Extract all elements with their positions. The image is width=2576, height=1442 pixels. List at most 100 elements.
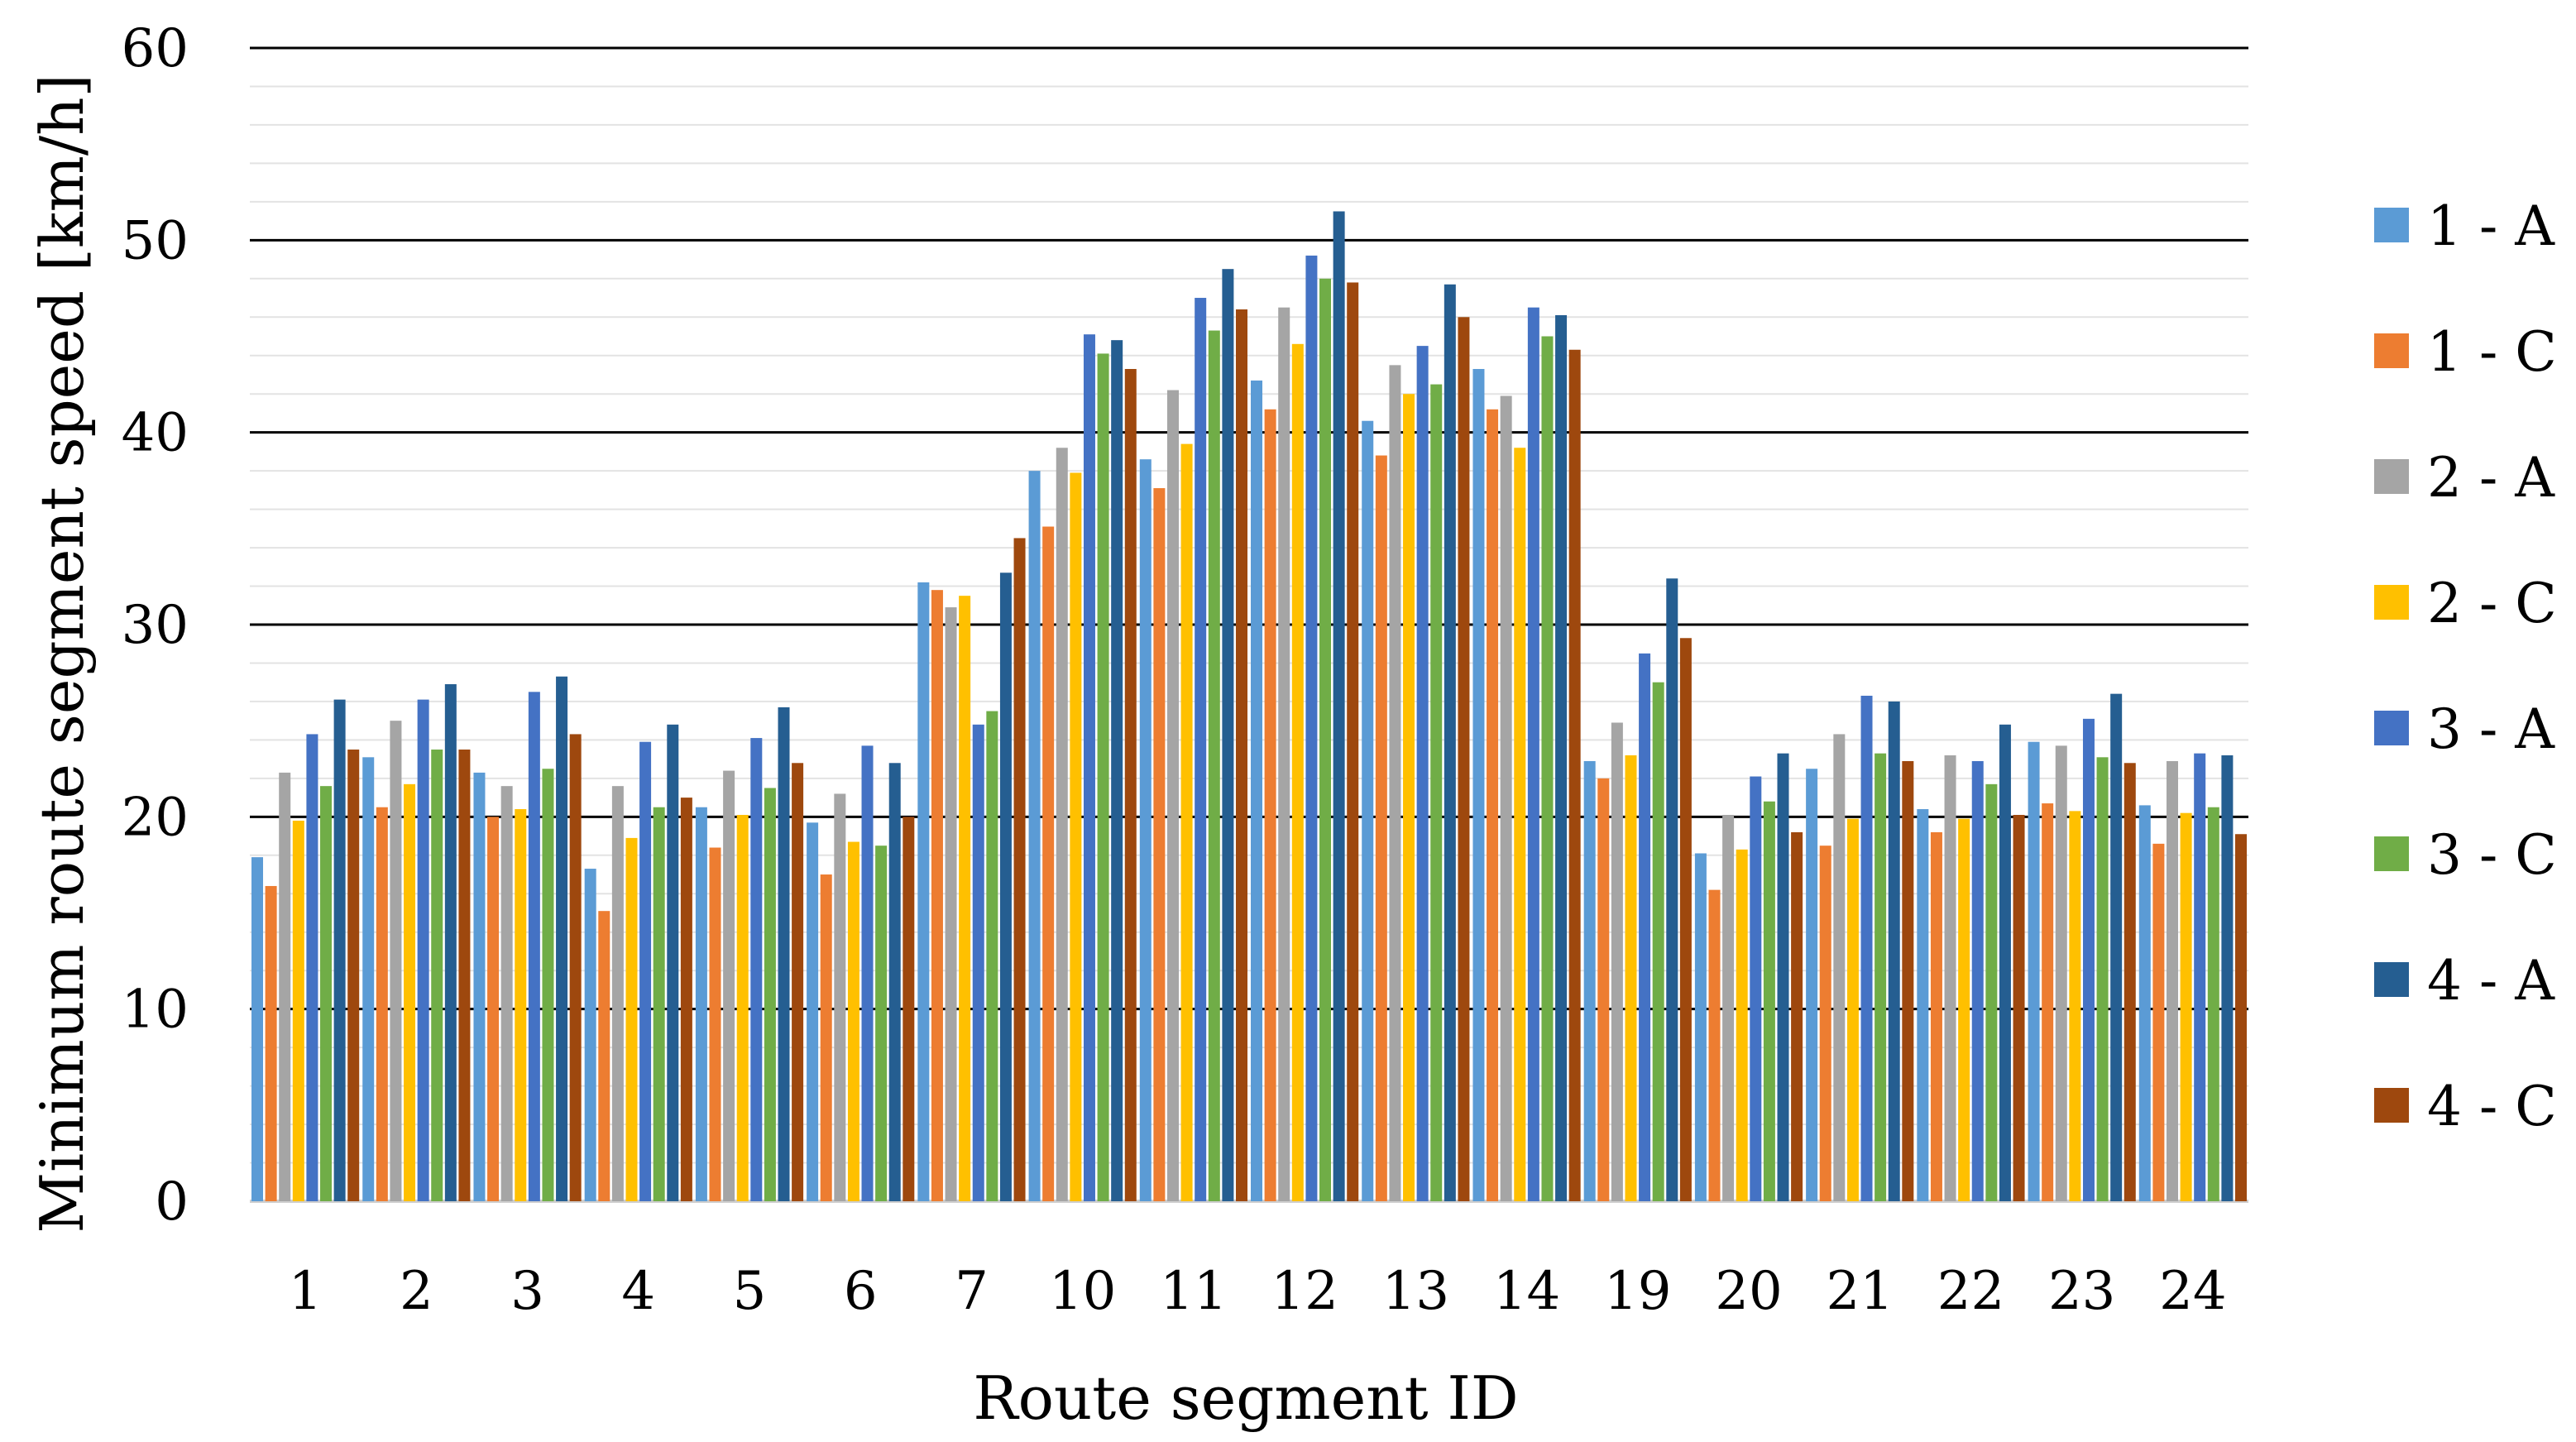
bar <box>2055 745 2067 1201</box>
bar <box>1403 394 1415 1201</box>
x-tick-labels: 1 2 3 4 5 6 7 10 11 12 13 14 19 20 21 22 23 24 <box>289 1261 2227 1322</box>
bar <box>1583 760 1596 1201</box>
bar <box>2096 757 2109 1201</box>
bar <box>1819 846 1831 1201</box>
bar <box>2013 815 2025 1201</box>
bar <box>279 772 291 1201</box>
bar <box>1639 653 1651 1201</box>
legend-label: 2 - C <box>2427 572 2557 635</box>
x-tick-label: 10 <box>1049 1261 1116 1322</box>
bar <box>1444 284 1456 1201</box>
x-tick-label: 11 <box>1160 1261 1227 1322</box>
bar <box>320 786 333 1201</box>
bar <box>1056 448 1068 1201</box>
legend-swatch <box>2374 333 2409 368</box>
bar <box>1195 298 1207 1201</box>
bar <box>1070 472 1082 1201</box>
legend-swatch <box>2374 711 2409 745</box>
bar <box>2152 843 2165 1201</box>
bar <box>1305 255 1318 1201</box>
legend-swatch <box>2374 836 2409 871</box>
bar <box>653 807 665 1201</box>
bar <box>1791 831 1803 1201</box>
bar <box>1750 776 1762 1201</box>
bar <box>556 676 568 1201</box>
bar <box>959 596 971 1201</box>
bar <box>2221 755 2234 1201</box>
legend-label: 4 - A <box>2427 949 2555 1013</box>
bar <box>251 857 264 1201</box>
bar <box>404 783 416 1201</box>
bar <box>1708 889 1721 1201</box>
y-tick-label: 10 <box>122 980 189 1041</box>
bar <box>1153 488 1166 1201</box>
bar <box>1985 783 1998 1201</box>
x-tick-label: 13 <box>1382 1261 1449 1322</box>
x-tick-label: 2 <box>400 1261 433 1322</box>
bar <box>1597 778 1610 1201</box>
bar <box>431 750 443 1201</box>
bar <box>931 590 943 1201</box>
bar <box>1487 409 1499 1201</box>
bar <box>945 607 957 1201</box>
bar <box>1694 853 1707 1201</box>
bar <box>1679 638 1692 1201</box>
bar <box>333 699 346 1201</box>
bar <box>487 817 500 1201</box>
bar <box>2042 803 2054 1201</box>
bar <box>1139 459 1152 1201</box>
bar <box>667 724 679 1201</box>
bar <box>390 721 402 1201</box>
bar <box>1180 443 1193 1201</box>
x-tick-label: 12 <box>1271 1261 1338 1322</box>
bar <box>2124 763 2136 1201</box>
bar <box>2082 718 2095 1201</box>
y-axis-label: Minimum route segment speed [km/h] <box>27 74 97 1233</box>
bar <box>444 684 457 1201</box>
bar <box>1555 314 1568 1202</box>
bar <box>1235 309 1247 1202</box>
bar <box>1208 330 1220 1201</box>
bar <box>1777 753 1789 1201</box>
bar <box>2069 811 2081 1201</box>
bar <box>1111 340 1123 1201</box>
y-tick-labels: 0 10 20 30 40 50 60 <box>122 18 189 1233</box>
bar <box>1264 409 1276 1201</box>
y-tick-label: 40 <box>122 403 189 464</box>
legend-label: 1 - C <box>2427 320 2557 384</box>
bar <box>1389 365 1401 1202</box>
bar <box>1722 815 1735 1201</box>
bar <box>1500 395 1512 1201</box>
major-gridlines <box>250 46 2248 1203</box>
bar <box>1472 369 1485 1201</box>
x-tick-label: 5 <box>733 1261 767 1322</box>
bar <box>1888 701 1900 1201</box>
bar <box>1568 349 1581 1201</box>
legend-swatch <box>2374 1088 2409 1123</box>
bar <box>1860 695 1873 1201</box>
bar <box>1416 346 1429 1201</box>
bar <box>1291 343 1304 1201</box>
bar <box>1458 317 1470 1201</box>
legend-label: 1 - A <box>2427 194 2555 258</box>
bar <box>1736 849 1748 1201</box>
x-tick-label: 21 <box>1827 1261 1894 1322</box>
x-tick-label: 1 <box>289 1261 323 1322</box>
minor-gridlines <box>250 85 2248 1164</box>
bar <box>1347 282 1359 1202</box>
bar <box>1944 755 1956 1201</box>
legend-label: 4 - C <box>2427 1075 2557 1138</box>
bar <box>820 874 832 1201</box>
bar <box>542 769 554 1201</box>
bar <box>1514 448 1526 1201</box>
bar <box>695 807 707 1201</box>
bar <box>598 911 610 1201</box>
bar <box>1278 307 1290 1201</box>
bar <box>458 750 471 1201</box>
bar <box>1028 471 1041 1201</box>
bar <box>376 807 388 1201</box>
bar <box>1013 538 1026 1201</box>
legend-swatch <box>2374 208 2409 242</box>
bar <box>917 582 930 1201</box>
